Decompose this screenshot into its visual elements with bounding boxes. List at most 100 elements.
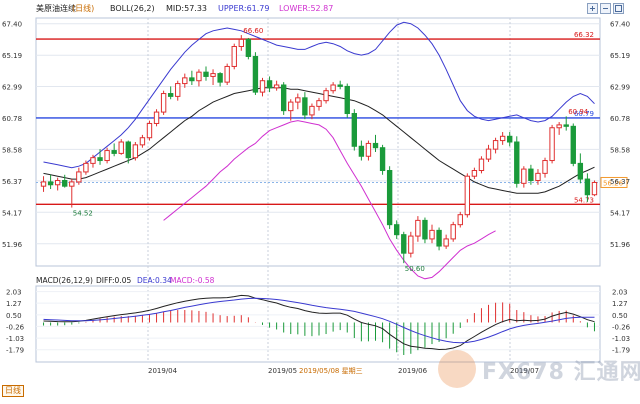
period-badge[interactable]: 日线 [2, 385, 24, 397]
candle-body [330, 84, 336, 92]
macd-y-tick-left: 0.50 [6, 312, 22, 320]
zoom-out-icon [603, 8, 608, 9]
candle-body [252, 55, 259, 93]
y-tick-label-left: 54.17 [2, 209, 22, 217]
candle-body [549, 127, 555, 162]
candle-body [379, 147, 386, 172]
candle-body [231, 46, 237, 67]
macd-y-tick-right: -1.03 [612, 335, 630, 343]
candle-body [210, 73, 216, 77]
candle-body [62, 179, 68, 187]
candle-body [386, 170, 393, 226]
candle-body [591, 181, 598, 196]
grid-layer [35, 17, 601, 363]
candle-body [464, 175, 471, 216]
candle-body [309, 105, 315, 116]
candle-body [40, 181, 47, 187]
candle-body [266, 80, 273, 89]
x-label-2019-06: 2019/06 [398, 367, 428, 375]
candle-body [69, 181, 75, 187]
boll-indicator-label: BOLL(26,2) [110, 4, 155, 13]
macd-hist-value: MACD:-0.58 [170, 276, 215, 285]
candle-body [189, 77, 195, 82]
y-tick-label-right: 60.78 [610, 115, 630, 123]
y-tick-label-left: 58.58 [2, 146, 22, 154]
candle-body [344, 85, 350, 114]
macd-diff-value: DIFF:0.05 [96, 276, 131, 285]
fx678-logo-icon [438, 350, 476, 388]
candle-body [111, 150, 117, 154]
candle-body [125, 141, 131, 159]
y-tick-label-left: 65.19 [2, 52, 22, 60]
candle-body [365, 142, 372, 157]
macd-y-tick-left: 1.27 [6, 300, 22, 308]
candle-body [415, 219, 421, 237]
candle-body [337, 84, 343, 87]
candle-body [570, 125, 576, 164]
candle-body [408, 235, 414, 254]
candle-body [478, 158, 485, 172]
last-price-label: 56.26 [603, 179, 624, 187]
candle-body [146, 122, 153, 139]
x-label-2019-04: 2019/04 [148, 367, 178, 375]
candle-body [132, 144, 139, 159]
y-tick-label-right: 51.96 [610, 241, 631, 249]
macd-y-tick-left: -0.26 [6, 323, 25, 331]
macd-diff-line [43, 294, 595, 351]
zoom-out-button[interactable] [600, 3, 611, 14]
price-annotation: 54.52 [73, 209, 93, 217]
candle-body [104, 150, 110, 162]
macd-y-tick-right: 0.50 [612, 312, 628, 320]
candle-body [182, 77, 188, 85]
y-tick-label-left: 67.40 [2, 21, 22, 29]
y-tick-label-left: 60.78 [2, 115, 22, 123]
price-annotation: 50.60 [405, 265, 425, 273]
price-annotations: 54.52 66.60 50.60 60.94 [73, 27, 589, 273]
price-annotation: 60.94 [568, 108, 589, 116]
candle-body [457, 214, 463, 226]
candle-body [471, 170, 478, 177]
main-panel-frame [35, 17, 601, 267]
candle-body [556, 124, 562, 129]
macd-y-tick-left: -1.03 [6, 335, 24, 343]
candle-body [167, 93, 174, 97]
boll-mid-value: MID:57.33 [166, 4, 207, 13]
candle-body [83, 162, 89, 173]
candle-body [535, 172, 541, 181]
x-label-2019-05: 2019/05 [268, 367, 297, 375]
candle-body [259, 80, 266, 93]
candle-body [372, 142, 379, 149]
candle-body [245, 38, 252, 57]
candle-body [76, 171, 82, 183]
watermark-text: FX678 汇通网 [482, 360, 640, 385]
candle-body [492, 140, 499, 150]
candle-body [280, 84, 287, 112]
macd-y-tick-right: 1.27 [612, 300, 628, 308]
fullscreen-button[interactable] [613, 3, 624, 14]
candle-body [175, 83, 181, 97]
zoom-in-button[interactable] [587, 3, 598, 14]
candle-body [436, 229, 442, 247]
candle-body [351, 112, 358, 147]
candle-body [499, 135, 506, 142]
candle-body [224, 65, 230, 83]
candle-body [273, 84, 280, 89]
candle-body [358, 145, 365, 157]
zoom-in-icon [590, 6, 595, 11]
y-tick-label-right: 54.17 [610, 209, 630, 217]
candle-body [295, 97, 301, 103]
boll-lower-value: LOWER:52.87 [279, 4, 333, 13]
candle-body [97, 157, 103, 162]
y-tick-label-left: 51.96 [2, 241, 23, 249]
watermark: FX678 汇通网 [436, 348, 640, 394]
macd-y-tick-left: 2.03 [6, 289, 22, 297]
candles-layer [40, 35, 598, 264]
candle-body [563, 124, 569, 127]
period-tag: (日线) [72, 3, 94, 13]
reference-lines: 66.32 60.79 54.73 56.26 [36, 31, 628, 205]
candle-body [118, 141, 124, 154]
instrument-name: 美原油连续 [36, 3, 76, 13]
candle-body [401, 234, 407, 254]
candle-body [521, 168, 527, 184]
